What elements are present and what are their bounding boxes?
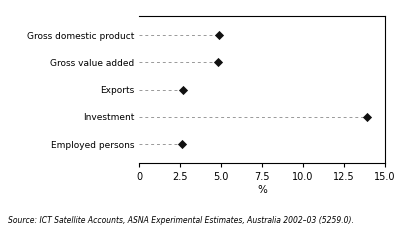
Point [178, 143, 185, 146]
Point [180, 88, 187, 91]
Text: Source: ICT Satellite Accounts, ASNA Experimental Estimates, Australia 2002–03 (: Source: ICT Satellite Accounts, ASNA Exp… [8, 216, 354, 225]
Point [214, 61, 221, 64]
Point [364, 115, 370, 119]
Point [216, 33, 223, 37]
X-axis label: %: % [257, 185, 267, 195]
